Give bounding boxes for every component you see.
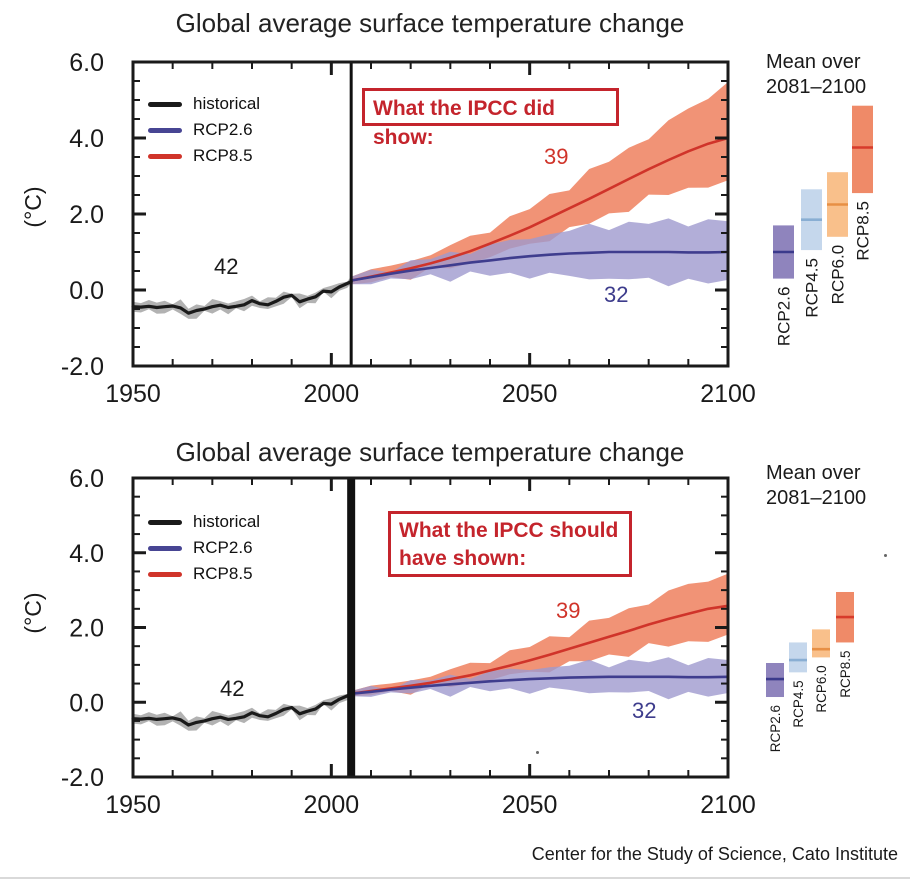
rcp26-line-swatch (148, 545, 182, 551)
x-tick-label: 2050 (502, 791, 558, 819)
legend-label: historical (193, 512, 261, 531)
p2-bar-label-RCP2.6: RCP2.6 (768, 705, 783, 752)
chart-title-top: Global average surface temperature chang… (175, 8, 685, 38)
p1-bar-label-RCP2.6: RCP2.6 (775, 287, 794, 347)
historical-line-swatch (148, 101, 182, 107)
p1-bar-RCP8.5 (852, 105, 873, 194)
x-tick-label: 2050 (502, 380, 558, 408)
mean-over-heading-top: Mean over 2081–2100 (766, 50, 896, 100)
p1-bar-label-RCP6.0: RCP6.0 (829, 245, 848, 305)
mean-over-line2: 2081–2100 (766, 487, 867, 509)
y-tick-label: 4.0 (69, 540, 104, 568)
p2-RCP8.5-line (349, 604, 730, 695)
rcp85-line-swatch (148, 153, 182, 159)
legend-item-historical: historical (148, 94, 260, 114)
p1-RCP8.5-band (351, 82, 728, 285)
x-tick-label: 2000 (304, 791, 360, 819)
y-tick-label: -2.0 (61, 764, 104, 792)
annotation-box-did-show: What the IPCC did show: (362, 88, 619, 149)
p1-RCP8.5-line (349, 136, 730, 282)
chart-title-bottom: Global average surface temperature chang… (175, 437, 685, 467)
y-tick-label: 4.0 (69, 125, 104, 153)
y-tick-label: 0.0 (69, 277, 104, 305)
model-count-rcp85-bottom: 39 (556, 598, 581, 623)
p2-RCP2.6-line (349, 675, 730, 695)
annotation-line: What the IPCC should (399, 519, 619, 542)
p2-bar-label-RCP4.5: RCP4.5 (791, 680, 806, 727)
mean-over-heading-bottom: Mean over 2081–2100 (766, 461, 896, 511)
p2-historical-band (133, 688, 352, 731)
screenshot-bottom-edge (0, 877, 910, 879)
annotation-line: What the IPCC did show: (373, 97, 555, 149)
legend-label: historical (193, 94, 261, 113)
legend-item-rcp26: RCP2.6 (148, 120, 260, 140)
p1-RCP2.6-band (351, 218, 728, 287)
p1-bar-label-RCP8.5: RCP8.5 (854, 201, 873, 261)
p1-historical-band (133, 276, 352, 319)
annotation-box-should-have-shown: What the IPCC should have shown: (388, 511, 632, 577)
footer-credit: Center for the Study of Science, Cato In… (531, 844, 898, 864)
legend-label: RCP2.6 (193, 538, 253, 557)
p1-historical-line (131, 280, 353, 315)
artifact-dot (884, 554, 887, 557)
model-count-rcp85-top: 39 (544, 144, 569, 169)
y-axis-label-bottom: (°C) (20, 592, 46, 634)
y-tick-label: -2.0 (61, 353, 104, 381)
model-count-rcp26-top: 32 (604, 282, 629, 307)
legend-label: RCP8.5 (193, 146, 253, 165)
x-tick-label: 2100 (700, 380, 756, 408)
y-tick-label: 2.0 (69, 201, 104, 229)
annotation-line: have shown: (399, 547, 527, 570)
legend-item-rcp85: RCP8.5 (148, 564, 260, 584)
legend-item-historical: historical (148, 512, 260, 532)
artifact-dot (536, 751, 539, 754)
model-count-historical-bottom: 42 (220, 676, 245, 701)
legend-label: RCP2.6 (193, 120, 253, 139)
legend-item-rcp26: RCP2.6 (148, 538, 260, 558)
rcp26-line-swatch (148, 127, 182, 133)
legend-bottom: historical RCP2.6 RCP8.5 (148, 512, 260, 584)
p2-bar-RCP6.0 (812, 629, 830, 658)
y-tick-label: 2.0 (69, 615, 104, 643)
historical-line-swatch (148, 519, 182, 525)
x-tick-label: 2100 (700, 791, 756, 819)
model-count-rcp26-bottom: 32 (632, 698, 657, 723)
legend-item-rcp85: RCP8.5 (148, 146, 260, 166)
mean-over-line1: Mean over (766, 51, 861, 73)
x-tick-label: 1950 (105, 380, 161, 408)
p2-historical-line (131, 692, 353, 727)
p2-bar-RCP4.5 (789, 642, 807, 673)
y-tick-label: 0.0 (69, 689, 104, 717)
y-tick-label: 6.0 (69, 465, 104, 493)
legend-top: historical RCP2.6 RCP8.5 (148, 94, 260, 166)
model-count-historical-top: 42 (214, 254, 239, 279)
y-axis-label-top: (°C) (20, 186, 46, 228)
p1-bar-label-RCP4.5: RCP4.5 (803, 258, 822, 318)
p2-bar-label-RCP8.5: RCP8.5 (838, 650, 853, 697)
x-tick-label: 2000 (304, 380, 360, 408)
rcp85-line-swatch (148, 571, 182, 577)
p1-RCP2.6-line (349, 250, 730, 282)
mean-over-line1: Mean over (766, 462, 861, 484)
x-tick-label: 1950 (105, 791, 161, 819)
legend-label: RCP8.5 (193, 564, 253, 583)
mean-over-line2: 2081–2100 (766, 76, 867, 98)
p2-bar-label-RCP6.0: RCP6.0 (814, 665, 829, 712)
y-tick-label: 6.0 (69, 49, 104, 77)
